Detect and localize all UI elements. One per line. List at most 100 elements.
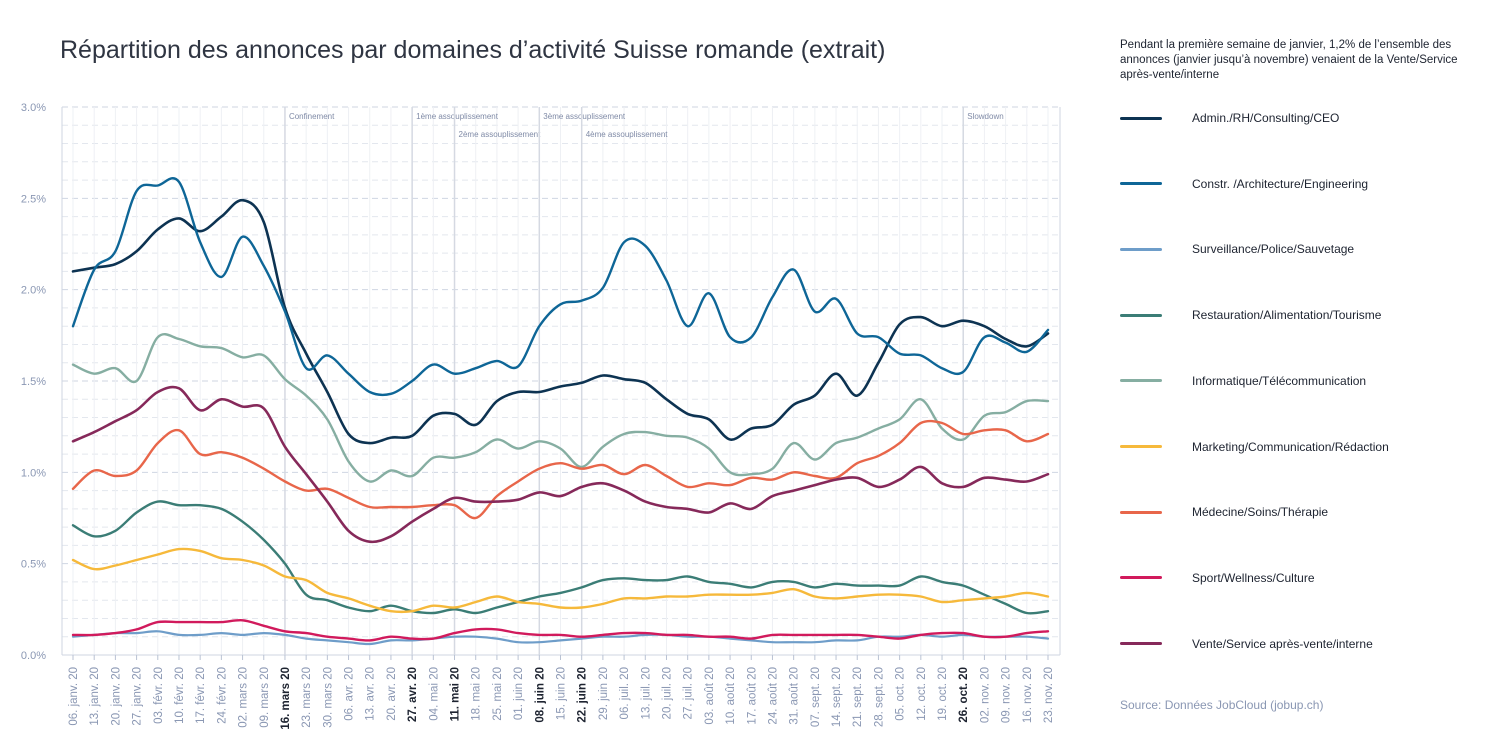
legend-item: Marketing/Communication/Rédaction: [1120, 437, 1389, 457]
legend-swatch: [1120, 313, 1162, 317]
legend-item: Sport/Wellness/Culture: [1120, 568, 1315, 588]
axes: 0.0% 0.5% 1.0% 1.5% 2.0% 2.5% 3.0% 06. janv. 20…: [21, 102, 1061, 730]
annotation-note: Pendant la première semaine de janvier, …: [1120, 39, 1458, 81]
x-tick-label: 28. sept. 20: [873, 667, 885, 727]
x-tick-label: 01. juin 20: [513, 667, 525, 720]
x-tick-label: 05. oct. 20: [895, 667, 907, 721]
x-tick-label: 17. févr. 20: [195, 667, 207, 724]
x-tick-label: 23. mars 20: [301, 667, 313, 728]
x-tick-label: 31. août 20: [789, 667, 801, 725]
legend-item: Constr. /Architecture/Engineering: [1120, 174, 1368, 194]
series-line-6: [71, 547, 1050, 614]
legend-item: Médecine/Soins/Thérapie: [1120, 502, 1328, 522]
x-tick-label: 25. mai 20: [492, 667, 504, 721]
x-tick-label: 13. juil. 20: [640, 667, 652, 719]
series-line-2: [71, 177, 1050, 397]
x-tick-label: 04. mai 20: [428, 667, 440, 721]
legend-item: Restauration/Alimentation/Tourisme: [1120, 305, 1381, 325]
x-tick-label: 26. oct. 20: [958, 667, 970, 723]
y-tick-label: 2.0%: [21, 285, 46, 297]
source-note: Source: Données JobCloud (jobup.ch): [1120, 698, 1324, 712]
x-tick-label: 21. sept. 20: [852, 667, 864, 727]
chart-title: Répartition des annonces par domaines d’…: [60, 36, 886, 64]
event-marker-label: 2ème assouplissement: [459, 130, 542, 139]
legend-item: Informatique/Télécommunication: [1120, 371, 1366, 391]
event-marker-label: 3ème assouplissement: [543, 112, 626, 121]
series-line-4: [71, 500, 1050, 615]
legend-swatch: [1120, 510, 1162, 514]
legend-label: Surveillance/Police/Sauvetage: [1192, 242, 1355, 257]
series-lines: [71, 177, 1050, 646]
x-tick-label: 10. févr. 20: [174, 667, 186, 724]
y-tick-label: 2.5%: [21, 193, 46, 205]
grid: [62, 106, 1060, 656]
x-tick-label: 23. nov. 20: [1043, 667, 1055, 723]
legend-swatch: [1120, 642, 1162, 646]
event-marker-label: 4ème assouplissement: [586, 130, 669, 139]
legend-swatch: [1120, 576, 1162, 580]
x-tick-label: 02. mars 20: [238, 667, 250, 728]
legend-label: Constr. /Architecture/Engineering: [1192, 176, 1369, 191]
series-line-9: [71, 385, 1050, 544]
x-tick-label: 24. août 20: [767, 667, 779, 725]
x-tick-label: 27. avr. 20: [407, 667, 419, 722]
legend-swatch: [1120, 247, 1162, 251]
event-marker-label: Confinement: [289, 112, 335, 121]
legend-item: Admin./RH/Consulting/CEO: [1120, 108, 1339, 128]
x-tick-label: 09. mars 20: [259, 667, 271, 728]
x-tick-label: 16. mars 20: [280, 667, 292, 730]
x-tick-label: 06. janv. 20: [68, 667, 80, 726]
x-tick-label: 27. janv. 20: [132, 667, 144, 726]
legend-item: Vente/Service après-vente/interne: [1120, 634, 1373, 654]
legend-label: Admin./RH/Consulting/CEO: [1192, 111, 1340, 125]
legend-swatch: [1120, 379, 1162, 383]
event-marker-label: 1ème assouplissement: [416, 112, 499, 121]
x-tick-label: 24. févr. 20: [216, 667, 228, 724]
x-tick-label: 06. juil. 20: [619, 667, 631, 719]
x-tick-label: 17. août 20: [746, 667, 758, 725]
x-tick-label: 13. janv. 20: [89, 667, 101, 726]
x-tick-label: 15. juin 20: [556, 667, 568, 720]
y-tick-label: 0.5%: [21, 559, 46, 571]
event-markers: Confinement 1ème assouplissement 2ème asso…: [284, 107, 1004, 655]
x-tick-label: 12. oct. 20: [916, 667, 928, 721]
legend-swatch: [1120, 116, 1162, 120]
x-tick-label: 20. avr. 20: [386, 667, 398, 721]
x-tick-label: 10. août 20: [725, 667, 737, 725]
x-tick-label: 20. janv. 20: [110, 667, 122, 726]
y-tick-label: 0.0%: [21, 650, 46, 662]
x-tick-label: 02. nov. 20: [979, 667, 991, 723]
legend-label: Médecine/Soins/Thérapie: [1192, 505, 1329, 520]
legend-label: Restauration/Alimentation/Tourisme: [1192, 308, 1382, 323]
x-tick-label: 20. juil. 20: [661, 667, 673, 719]
series-line-5: [71, 333, 1050, 483]
x-tick-label: 18. mai 20: [471, 667, 483, 721]
x-tick-label: 13. avr. 20: [365, 667, 377, 721]
line-chart: Confinement 1ème assouplissement 2ème asso…: [21, 102, 1061, 730]
x-tick-label: 22. juin 20: [577, 667, 589, 723]
y-tick-label: 1.0%: [21, 467, 46, 479]
x-tick-label: 03. août 20: [704, 667, 716, 725]
x-tick-label: 06. avr. 20: [344, 667, 356, 721]
x-tick-label: 19. oct. 20: [937, 667, 949, 721]
legend-swatch: [1120, 182, 1162, 186]
x-tick-label: 30. mars 20: [322, 667, 334, 728]
series-line-8: [71, 618, 1050, 642]
event-marker-label: Slowdown: [967, 112, 1003, 121]
legend-label: Informatique/Télécommunication: [1192, 373, 1367, 388]
y-tick-label: 1.5%: [21, 376, 46, 388]
legend-label: Marketing/Communication/Rédaction: [1192, 439, 1389, 454]
legend: Admin./RH/Consulting/CEO Constr. /Archite…: [1120, 0, 1490, 750]
series-line-1: [71, 198, 1050, 445]
x-tick-label: 09. nov. 20: [1001, 667, 1013, 723]
x-tick-label: 27. juil. 20: [683, 667, 695, 719]
legend-label: Sport/Wellness/Culture: [1192, 570, 1315, 585]
x-tick-label: 11. mai 20: [450, 667, 462, 721]
x-tick-label: 07. sept. 20: [810, 667, 822, 727]
x-tick-label: 08. juin 20: [534, 667, 546, 723]
legend-label: Vente/Service après-vente/interne: [1192, 636, 1373, 651]
x-tick-label: 29. juin 20: [598, 667, 610, 720]
x-tick-label: 16. nov. 20: [1022, 667, 1034, 723]
legend-swatch: [1120, 445, 1162, 448]
legend-item: Surveillance/Police/Sauvetage: [1120, 239, 1354, 259]
